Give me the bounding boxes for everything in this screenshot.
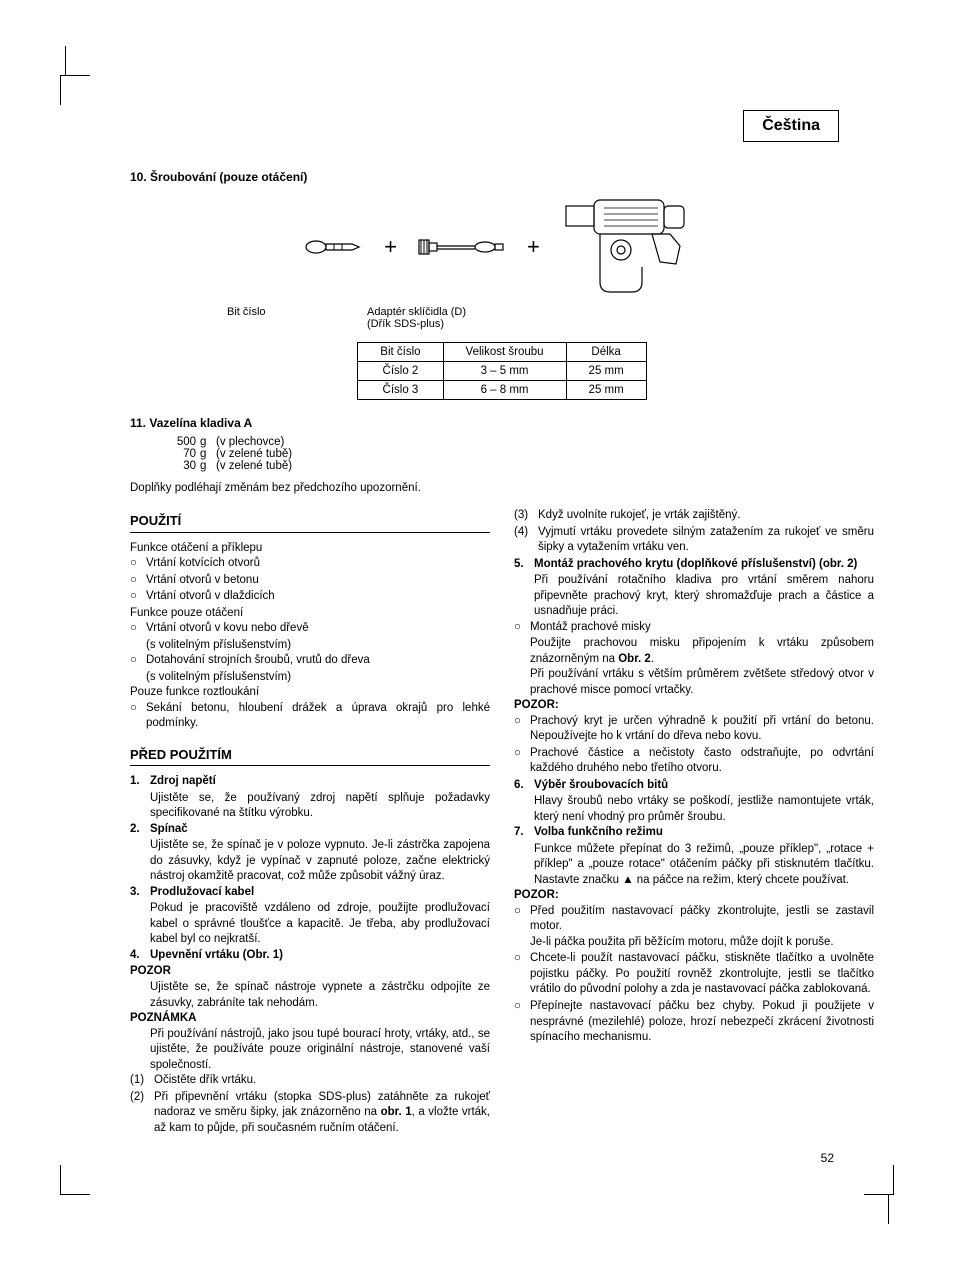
use-intro2: Funkce pouze otáčení xyxy=(130,606,490,622)
chuck-adapter-icon xyxy=(417,234,507,260)
use-intro1: Funkce otáčení a příklepu xyxy=(130,541,490,557)
desc: (v plechovce) xyxy=(216,436,284,448)
i3t: Prodlužovací kabel xyxy=(150,885,490,901)
i6t: Výběr šroubovacích bitů xyxy=(534,778,874,794)
crop-mark-bl xyxy=(60,1165,90,1195)
td: Číslo 3 xyxy=(358,381,443,400)
desc: (v zelené tubě) xyxy=(216,448,292,460)
i4t: Upevnění vrtáku (Obr. 1) xyxy=(150,948,490,964)
plus-icon: + xyxy=(527,234,540,260)
unit: g xyxy=(200,436,216,448)
th-size: Velikost šroubu xyxy=(443,343,566,362)
i1t: Zdroj napětí xyxy=(150,774,490,790)
grease-list: 500g(v plechovce) 70g(v zelené tubě) 30g… xyxy=(150,436,874,472)
b: Vrtání otvorů v dlaždicích xyxy=(146,589,490,605)
i5t: Montáž prachového krytu (doplňkové přísl… xyxy=(534,557,874,573)
bit-icon xyxy=(304,234,364,260)
p2b1: Před použitím nastavovací páčky zkontrol… xyxy=(530,904,874,951)
i5b: Při používání rotačního kladiva pro vrtá… xyxy=(534,573,874,620)
b: Vrtání otvorů v kovu nebo dřevě xyxy=(146,621,490,637)
th-bit: Bit číslo xyxy=(358,343,443,362)
s1: Očistěte dřík vrtáku. xyxy=(154,1073,490,1089)
i6b: Hlavy šroubů nebo vrtáky se poškodí, jes… xyxy=(534,794,874,825)
diagram-labels: Bit číslo Adaptér sklíčidla (D) (Dřík SD… xyxy=(130,306,874,330)
pozor1: POZOR: xyxy=(514,698,874,714)
left-column: POUŽITÍ Funkce otáčení a příklepu ○Vrtán… xyxy=(130,508,490,1137)
amt: 500 xyxy=(150,436,200,448)
before-heading: PŘED POUŽITÍM xyxy=(130,746,490,767)
diagram-row: + + xyxy=(130,192,874,302)
section10-title: 10. Šroubování (pouze otáčení) xyxy=(130,170,874,184)
td: 25 mm xyxy=(566,381,646,400)
poznb: Při používání nástrojů, jako jsou tupé b… xyxy=(150,1027,490,1074)
plus-icon: + xyxy=(384,234,397,260)
pozor2: POZOR: xyxy=(514,888,874,904)
page-content: 10. Šroubování (pouze otáčení) + + xyxy=(130,170,874,1137)
section11-title: 11. Vazelína kladiva A xyxy=(130,416,874,430)
td: 3 – 5 mm xyxy=(443,362,566,381)
p2b3: Přepínejte nastavovací páčku bez chyby. … xyxy=(530,999,874,1046)
amt: 30 xyxy=(150,460,200,472)
i1b: Ujistěte se, že používaný zdroj napětí s… xyxy=(150,791,490,822)
pozor: POZOR xyxy=(130,964,490,980)
b: Vrtání otvorů v betonu xyxy=(146,573,490,589)
p2b2: Chcete-li použít nastavovací páčku, stis… xyxy=(530,951,874,998)
p1b2: Prachové částice a nečistoty často odstr… xyxy=(530,746,874,777)
bit-label: Bit číslo xyxy=(227,306,307,330)
i3b: Pokud je pracoviště vzdáleno od zdroje, … xyxy=(150,901,490,948)
drill-icon xyxy=(560,192,700,302)
bb: Použijte prachovou misku připojením k vr… xyxy=(530,636,874,667)
crop-mark-tl xyxy=(60,75,90,105)
b: Vrtání kotvících otvorů xyxy=(146,556,490,572)
unit: g xyxy=(200,460,216,472)
sub: (s volitelným příslušenstvím) xyxy=(146,638,490,654)
bt: Montáž prachové misky xyxy=(530,620,874,636)
bd: Při používání vrtáku s větším průměrem z… xyxy=(530,667,874,698)
use-heading: POUŽITÍ xyxy=(130,512,490,533)
amt: 70 xyxy=(150,448,200,460)
bit-table: Bit číslo Velikost šroubu Délka Číslo 2 … xyxy=(357,342,646,400)
s3: Když uvolníte rukojeť, je vrták zajištěn… xyxy=(538,508,874,524)
adapter-label-2: (Dřík SDS-plus) xyxy=(367,318,507,330)
td: 6 – 8 mm xyxy=(443,381,566,400)
s2: Při připevnění vrtáku (stopka SDS-plus) … xyxy=(154,1090,490,1137)
th-len: Délka xyxy=(566,343,646,362)
right-column: (3)Když uvolníte rukojeť, je vrták zajiš… xyxy=(514,508,874,1137)
b: Dotahování strojních šroubů, vrutů do dř… xyxy=(146,653,490,669)
i2b: Ujistěte se, že spínač je v poloze vypnu… xyxy=(150,838,490,885)
s4: Vyjmutí vrtáku provedete silným zatažení… xyxy=(538,525,874,556)
b: Sekání betonu, hloubení drážek a úprava … xyxy=(146,701,490,732)
p1b1: Prachový kryt je určen výhradně k použit… xyxy=(530,714,874,745)
adapter-label-1: Adaptér sklíčidla (D) xyxy=(367,306,507,318)
desc: (v zelené tubě) xyxy=(216,460,292,472)
i7t: Volba funkčního režimu xyxy=(534,825,874,841)
page-number: 52 xyxy=(821,1151,834,1165)
language-label: Čeština xyxy=(743,110,839,142)
sub: (s volitelným příslušenstvím) xyxy=(146,670,490,686)
use-intro3: Pouze funkce roztloukání xyxy=(130,685,490,701)
i7b: Funkce můžete přepínat do 3 režimů, „pou… xyxy=(534,842,874,889)
unit: g xyxy=(200,448,216,460)
poznamka: POZNÁMKA xyxy=(130,1011,490,1027)
crop-mark-br xyxy=(864,1165,894,1195)
td: Číslo 2 xyxy=(358,362,443,381)
i2t: Spínač xyxy=(150,822,490,838)
td: 25 mm xyxy=(566,362,646,381)
disclaimer: Doplňky podléhají změnám bez předchozího… xyxy=(130,482,874,494)
i4b: Ujistěte se, že spínač nástroje vypnete … xyxy=(150,980,490,1011)
